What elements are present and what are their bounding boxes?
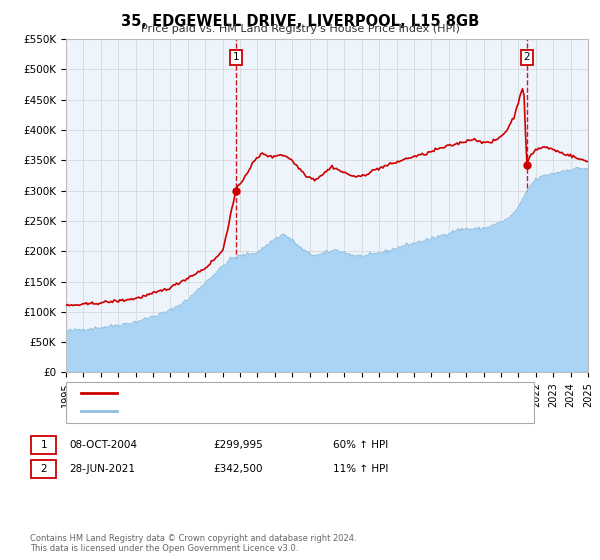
Text: 2: 2 xyxy=(40,464,47,474)
Text: HPI: Average price, detached house, Liverpool: HPI: Average price, detached house, Live… xyxy=(123,407,364,416)
Text: 28-JUN-2021: 28-JUN-2021 xyxy=(69,464,135,474)
Text: 11% ↑ HPI: 11% ↑ HPI xyxy=(333,464,388,474)
Text: 35, EDGEWELL DRIVE, LIVERPOOL, L15 8GB (detached house): 35, EDGEWELL DRIVE, LIVERPOOL, L15 8GB (… xyxy=(123,389,445,398)
Text: 35, EDGEWELL DRIVE, LIVERPOOL, L15 8GB: 35, EDGEWELL DRIVE, LIVERPOOL, L15 8GB xyxy=(121,14,479,29)
Text: Contains HM Land Registry data © Crown copyright and database right 2024.
This d: Contains HM Land Registry data © Crown c… xyxy=(30,534,356,553)
Text: 1: 1 xyxy=(233,53,239,62)
Text: £299,995: £299,995 xyxy=(213,440,263,450)
Text: Price paid vs. HM Land Registry's House Price Index (HPI): Price paid vs. HM Land Registry's House … xyxy=(140,24,460,34)
Text: 2: 2 xyxy=(523,53,530,62)
Text: £342,500: £342,500 xyxy=(213,464,263,474)
Text: 1: 1 xyxy=(40,440,47,450)
Text: 60% ↑ HPI: 60% ↑ HPI xyxy=(333,440,388,450)
Text: 08-OCT-2004: 08-OCT-2004 xyxy=(69,440,137,450)
